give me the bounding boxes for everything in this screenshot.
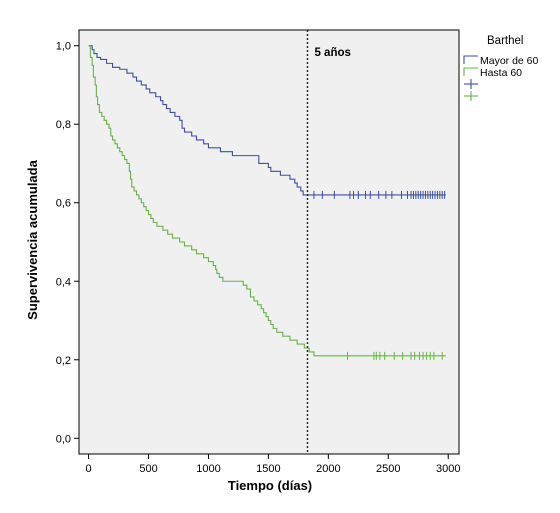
x-tick-label: 1000	[196, 463, 220, 475]
legend-label-0: Mayor de 60	[480, 55, 539, 67]
legend-label-1: Hasta 60	[480, 67, 522, 79]
y-tick-label: 0,8	[56, 119, 71, 131]
x-tick-label: 3000	[436, 463, 460, 475]
y-axis-label: Supervivencia acumulada	[25, 159, 40, 319]
x-tick-label: 500	[139, 463, 157, 475]
reference-line-label: 5 años	[314, 47, 350, 59]
x-axis: 0 500 1000 1500 2000 2500 3000	[86, 454, 460, 475]
y-tick-label: 0,2	[56, 355, 71, 367]
x-axis-label: Tiempo (días)	[228, 478, 312, 493]
legend-title: Barthel	[487, 35, 523, 47]
y-tick-label: 0,6	[56, 198, 71, 210]
series-line-0	[88, 45, 446, 196]
x-tick-label: 2000	[316, 463, 340, 475]
x-tick-label: 1500	[256, 463, 280, 475]
y-tick-label: 0,4	[56, 276, 71, 288]
x-tick-label: 0	[86, 463, 92, 475]
y-tick-label: 1,0	[56, 41, 71, 53]
series-line-1	[88, 45, 446, 357]
plot-frame	[78, 29, 460, 455]
x-tick-label: 2500	[376, 463, 400, 475]
y-tick-label: 0,0	[56, 433, 71, 445]
legend-swatch-0	[463, 55, 478, 64]
y-axis: 0,0 0,2 0,4 0,6 0,8 1,0	[56, 41, 79, 445]
legend-swatch-1	[463, 67, 478, 76]
plot-background	[79, 30, 459, 454]
series-lines	[88, 45, 446, 357]
